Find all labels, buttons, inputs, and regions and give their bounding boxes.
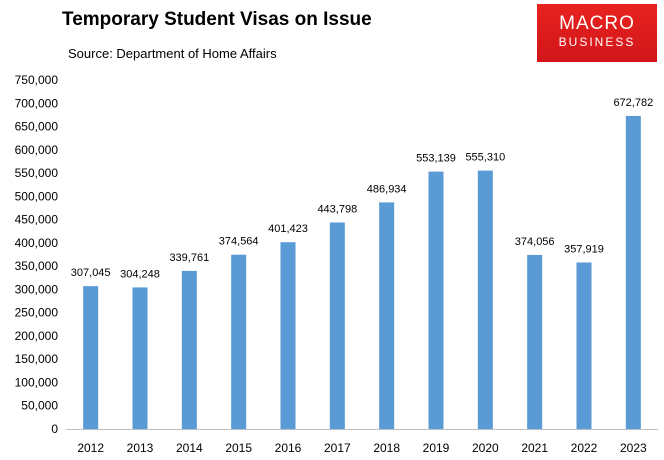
data-label-2020: 555,310 [465,152,505,164]
data-label-2013: 304,248 [120,268,160,280]
bar-2015 [231,254,247,429]
bar-2013 [132,287,148,429]
y-tick-label: 550,000 [15,166,59,180]
data-label-2019: 553,139 [416,153,456,165]
data-label-2015: 374,564 [219,236,259,248]
bar-2014 [181,270,197,429]
y-axis: 0 50,000 100,000 150,000 200,000 250,000 300,0… [15,73,59,436]
x-tick-label-2022: 2022 [571,441,598,455]
data-label-2017: 443,798 [317,203,357,215]
y-tick-label: 350,000 [15,259,59,273]
chart-title: Temporary Student Visas on Issue [62,9,372,30]
data-labels: 307,045 304,248 339,761 374,564 401,423 443,7… [71,97,653,280]
bar-2020 [477,170,493,429]
logo-line-2: BUSINESS [558,35,636,49]
bars [83,115,641,430]
y-tick-label: 50,000 [21,399,58,413]
y-tick-label: 400,000 [15,236,59,250]
bar-2012 [83,286,99,429]
x-tick-label-2014: 2014 [176,441,203,455]
chart-subtitle: Source: Department of Home Affairs [68,46,277,61]
x-tick-label-2020: 2020 [472,441,499,455]
y-tick-label: 650,000 [15,120,59,134]
x-tick-label-2021: 2021 [521,441,548,455]
y-tick-label: 0 [51,422,58,436]
x-tick-label-2015: 2015 [225,441,252,455]
macrobusiness-logo: MACRO BUSINESS [537,4,657,62]
x-tick-label-2017: 2017 [324,441,351,455]
bar-2023 [625,115,641,430]
bar-2022 [576,262,592,429]
x-axis: 2012 2013 2014 2015 2016 2017 2018 2019 2020 2021… [66,429,658,455]
y-tick-label: 750,000 [15,73,59,87]
logo-line-1: MACRO [559,13,635,34]
data-label-2014: 339,761 [169,252,209,264]
x-tick-label-2013: 2013 [127,441,154,455]
y-tick-label: 250,000 [15,306,59,320]
x-tick-label-2019: 2019 [423,441,450,455]
bar-2017 [329,222,345,429]
x-tick-label-2012: 2012 [77,441,104,455]
bar-2016 [280,242,296,429]
y-tick-label: 150,000 [15,352,59,366]
y-tick-label: 450,000 [15,213,59,227]
data-label-2022: 357,919 [564,243,604,255]
data-label-2012: 307,045 [71,267,111,279]
data-label-2023: 672,782 [613,97,653,109]
bar-2018 [379,202,395,429]
y-tick-label: 600,000 [15,143,59,157]
y-tick-label: 700,000 [15,96,59,110]
data-label-2018: 486,934 [367,183,407,195]
bar-2019 [428,171,444,429]
y-tick-label: 500,000 [15,189,59,203]
data-label-2016: 401,423 [268,223,308,235]
x-tick-label-2018: 2018 [373,441,400,455]
data-label-2021: 374,056 [515,236,555,248]
bar-2021 [527,254,543,429]
y-tick-label: 100,000 [15,375,59,389]
x-tick-label-2016: 2016 [275,441,302,455]
x-tick-label-2023: 2023 [620,441,647,455]
y-tick-label: 300,000 [15,282,59,296]
y-tick-label: 200,000 [15,329,59,343]
